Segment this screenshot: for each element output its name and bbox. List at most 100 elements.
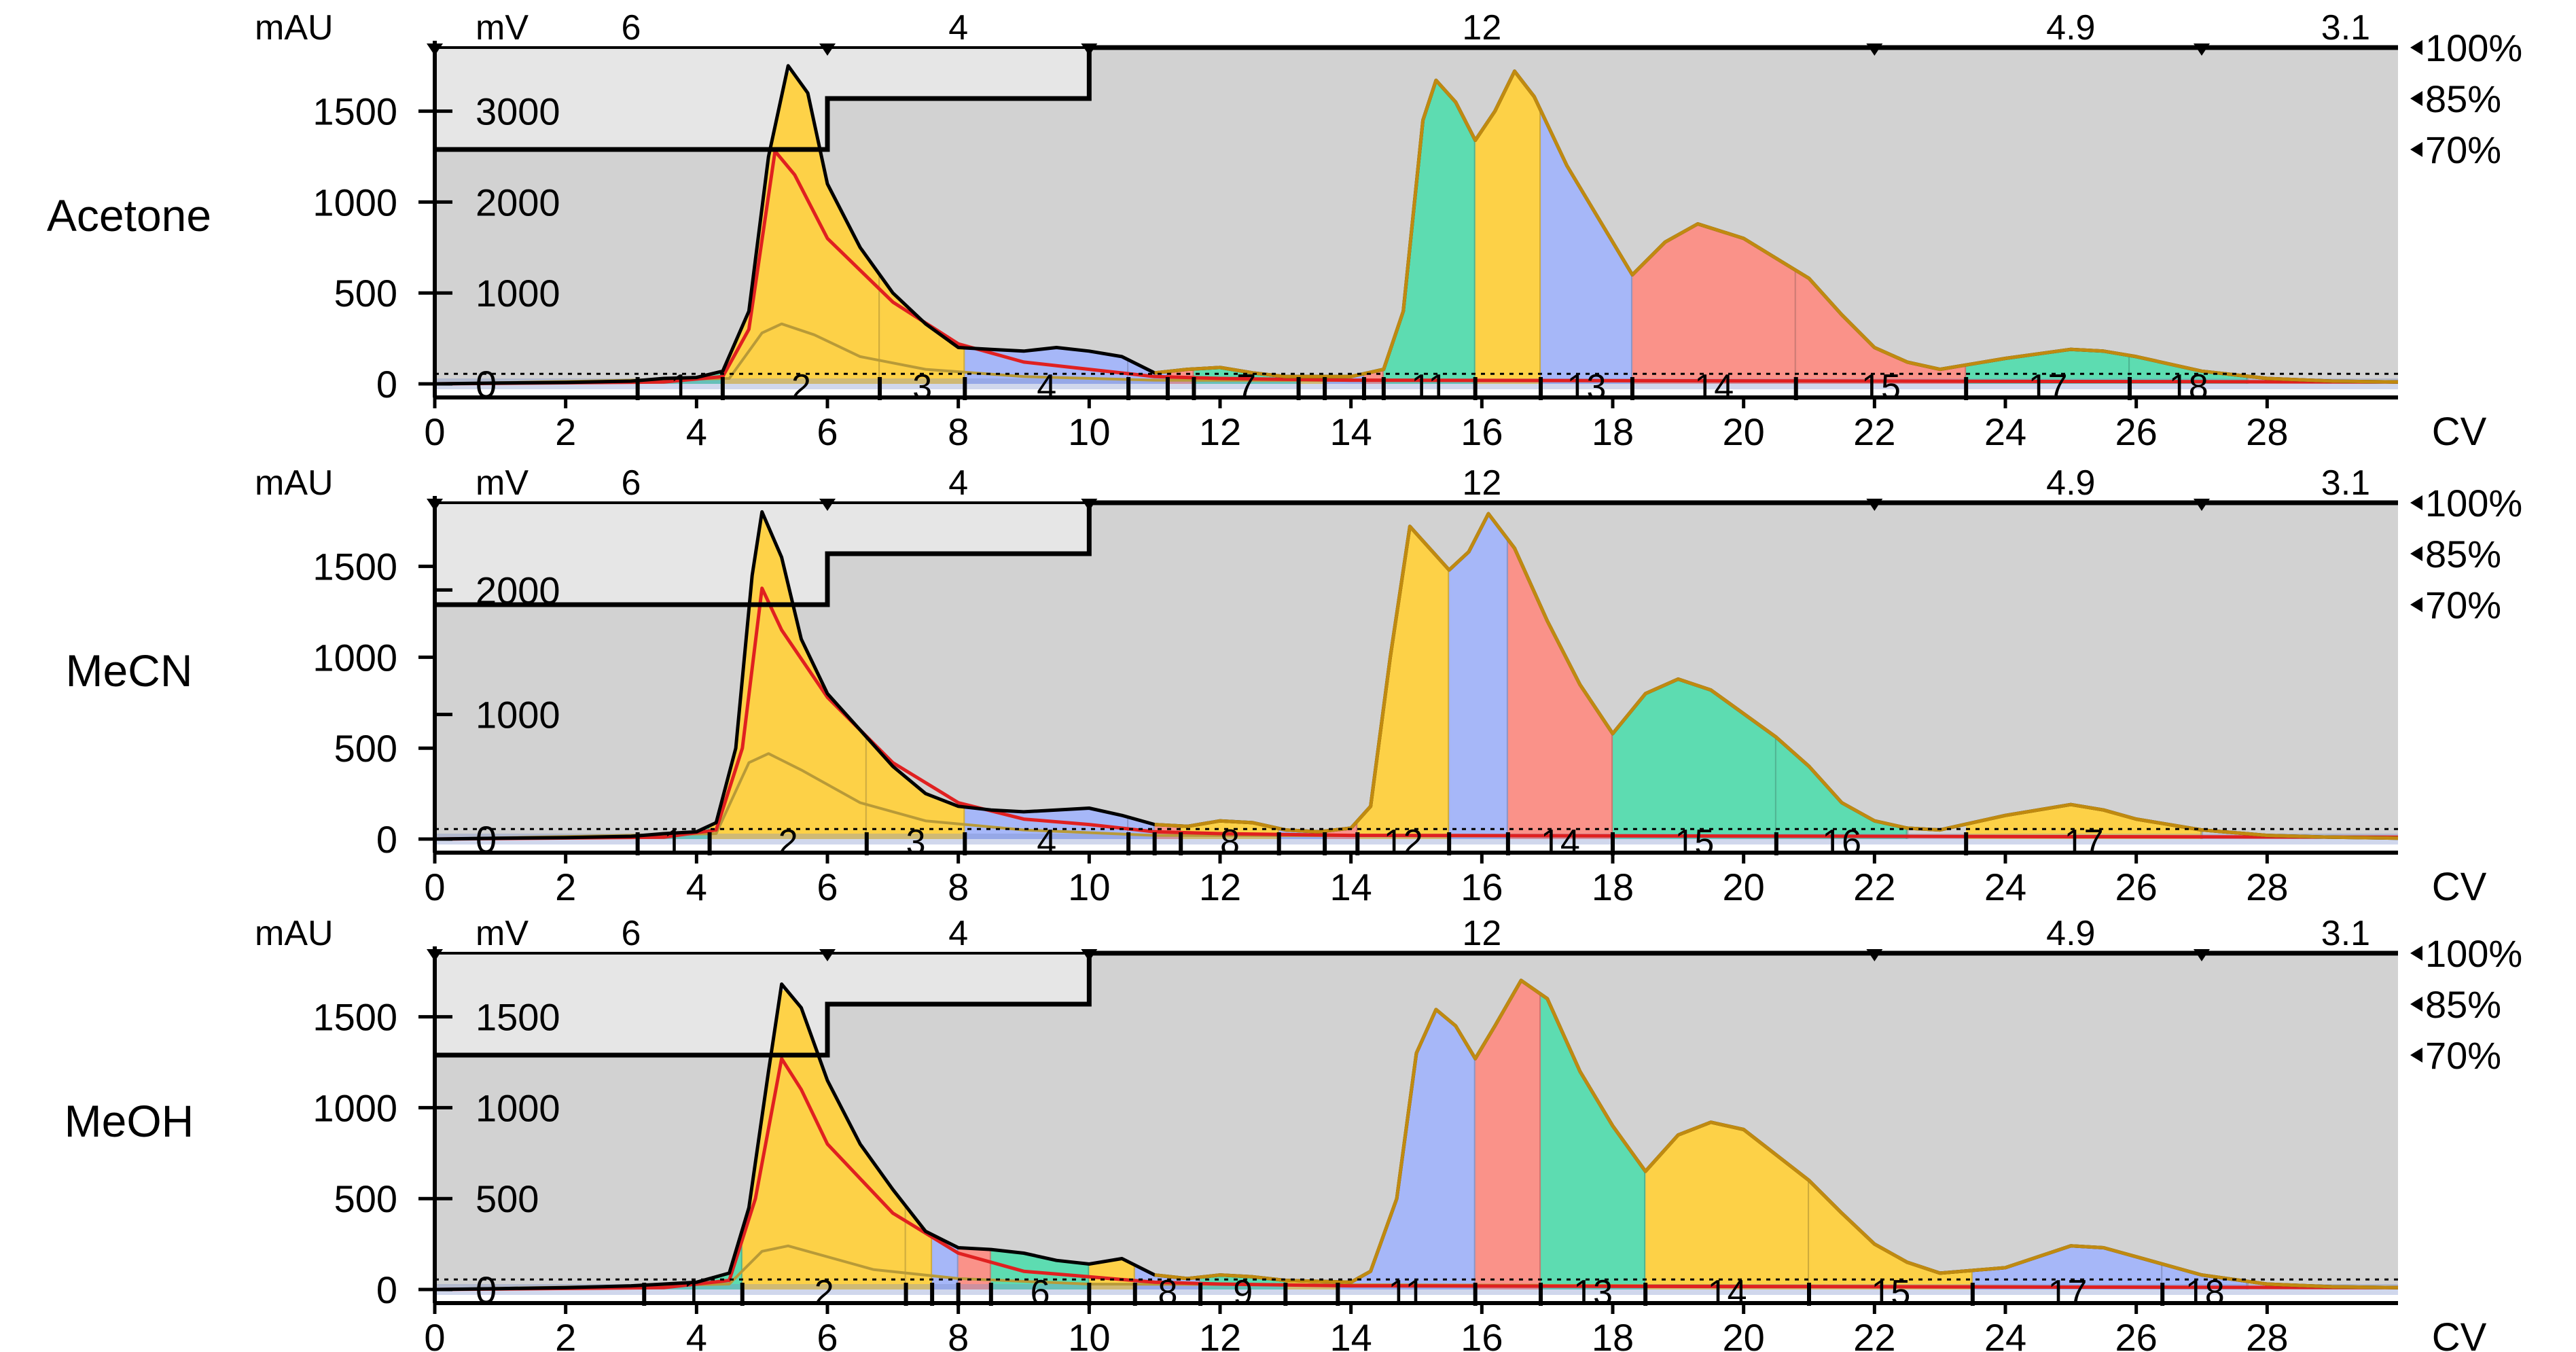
- fraction-fill: [1795, 270, 1967, 384]
- percent-label: 100%: [2425, 26, 2522, 69]
- mv-tick-label: 1500: [476, 996, 560, 1039]
- x-tick-label: 22: [1853, 1316, 1895, 1352]
- fraction-fill: [1966, 349, 2130, 384]
- gradient-label: 4: [948, 463, 968, 503]
- fraction-label: 1: [670, 368, 690, 407]
- fraction-label: 15: [1871, 1273, 1910, 1313]
- mv-tick-label: 0: [476, 363, 497, 406]
- fraction-label: 13: [1567, 368, 1607, 407]
- x-tick-label: 26: [2115, 866, 2158, 908]
- fraction-label: 6: [1031, 1273, 1050, 1313]
- gradient-label: 3.1: [2321, 914, 2370, 953]
- detector-trace-gold: [1154, 978, 2399, 1289]
- fraction-label: 11: [1389, 1273, 1425, 1313]
- gradient-label: 4.9: [2046, 463, 2095, 503]
- x-tick-label: 6: [817, 1316, 838, 1352]
- percent-label: 85%: [2425, 77, 2501, 120]
- top-marker: [819, 949, 836, 961]
- y-tick-label: 1000: [312, 1086, 397, 1129]
- mv-axis-unit: mV: [476, 463, 529, 503]
- gradient-label: 6: [622, 914, 641, 953]
- fraction-label: 1: [683, 1273, 703, 1313]
- percent-arrow: [2410, 91, 2422, 106]
- fraction-fill: [1383, 82, 1475, 384]
- x-tick-label: 28: [2246, 1316, 2288, 1352]
- x-axis-unit: CV: [2432, 1315, 2487, 1352]
- fraction-label: 13: [1573, 1273, 1613, 1313]
- fraction-label: 16: [1822, 823, 1861, 862]
- y-tick-label: 500: [334, 1177, 397, 1220]
- percent-arrow: [2410, 997, 2422, 1012]
- fraction-label: 17: [2064, 823, 2104, 862]
- x-tick-label: 4: [686, 410, 707, 453]
- x-tick-label: 4: [686, 866, 707, 908]
- mv-tick-label: 1000: [476, 1086, 560, 1129]
- percent-arrow: [2410, 597, 2422, 612]
- y-tick-label: 0: [376, 818, 397, 861]
- x-tick-label: 16: [1461, 866, 1503, 908]
- fraction-label: 14: [1541, 823, 1580, 862]
- mv-tick-label: 2000: [476, 569, 560, 611]
- absorbance-trace-secondary: [434, 322, 2399, 385]
- x-tick-label: 10: [1068, 1316, 1110, 1352]
- fraction-fill: [1809, 1180, 1973, 1289]
- x-tick-label: 2: [555, 410, 576, 453]
- fraction-label: 3: [906, 823, 926, 862]
- y-tick-label: 1500: [312, 546, 397, 588]
- top-marker: [1081, 43, 1098, 56]
- top-marker: [819, 499, 836, 511]
- top-marker: [1866, 43, 1883, 56]
- gradient-label: 3.1: [2321, 8, 2370, 48]
- fraction-fill: [866, 737, 965, 839]
- absorbance-trace-secondary: [434, 1244, 2399, 1291]
- fraction-label: 3: [912, 368, 932, 407]
- top-marker: [819, 43, 836, 56]
- y-tick-label: 500: [334, 272, 397, 315]
- percent-label: 100%: [2425, 932, 2522, 975]
- x-tick-label: 0: [424, 410, 445, 453]
- x-tick-label: 16: [1461, 1316, 1503, 1352]
- fraction-fill: [1338, 1012, 1475, 1289]
- fraction-label: 2: [779, 823, 798, 862]
- fraction-label: 2: [815, 1273, 834, 1313]
- y-tick-label: 500: [334, 727, 397, 770]
- absorbance-trace-red: [434, 1056, 2399, 1292]
- top-marker: [1866, 949, 1883, 961]
- fraction-fill: [1507, 539, 1613, 839]
- x-tick-label: 24: [1984, 866, 2026, 908]
- gradient-label: 3.1: [2321, 463, 2370, 503]
- x-tick-label: 18: [1592, 866, 1634, 908]
- percent-arrow: [2410, 40, 2422, 55]
- x-tick-label: 26: [2115, 1316, 2158, 1352]
- fraction-label: 15: [1675, 823, 1714, 862]
- percent-arrow: [2410, 142, 2422, 157]
- top-marker: [2194, 499, 2210, 511]
- x-axis-unit: CV: [2432, 865, 2487, 909]
- gradient-label: 12: [1462, 8, 1501, 48]
- x-tick-label: 10: [1068, 866, 1110, 908]
- percent-arrow: [2410, 1048, 2422, 1063]
- mv-tick-label: 500: [476, 1177, 539, 1220]
- y-axis-unit: mAU: [255, 914, 334, 953]
- x-tick-label: 16: [1461, 410, 1503, 453]
- solvent-label: Acetone: [47, 190, 211, 241]
- gradient-label: 12: [1462, 463, 1501, 503]
- fraction-label: 2: [791, 368, 811, 407]
- percent-label: 100%: [2425, 482, 2522, 524]
- fraction-fill: [1475, 980, 1541, 1289]
- fraction-fill: [1541, 994, 1646, 1289]
- fraction-fill: [1645, 1122, 1809, 1289]
- top-marker: [1081, 949, 1098, 961]
- solvent-label: MeCN: [65, 645, 192, 696]
- x-tick-label: 12: [1199, 866, 1241, 908]
- mv-tick-label: 0: [476, 818, 497, 861]
- x-tick-label: 28: [2246, 866, 2288, 908]
- x-tick-label: 8: [948, 1316, 969, 1352]
- percent-arrow: [2410, 546, 2422, 561]
- solvent-label: MeOH: [65, 1096, 194, 1146]
- fraction-label: 4: [1037, 368, 1056, 407]
- top-marker: [2194, 949, 2210, 961]
- percent-arrow: [2410, 946, 2422, 961]
- fraction-fill: [1632, 224, 1796, 384]
- mv-tick-label: 1000: [476, 694, 560, 736]
